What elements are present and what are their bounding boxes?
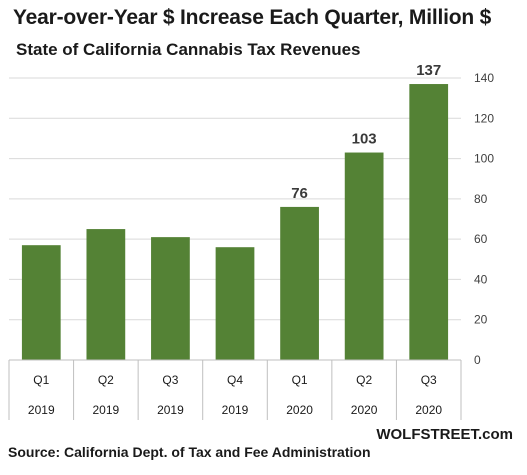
source-note: Source: California Dept. of Tax and Fee … xyxy=(8,444,371,460)
x-tick-year: 2019 xyxy=(222,403,249,417)
y-tick-label: 40 xyxy=(474,272,488,286)
bar xyxy=(409,84,449,361)
bar xyxy=(151,237,190,360)
bar xyxy=(21,245,61,360)
x-tick-year: 2020 xyxy=(286,403,313,417)
bar xyxy=(86,229,126,360)
bar xyxy=(344,152,384,360)
bar xyxy=(280,206,319,360)
x-tick-year: 2020 xyxy=(351,403,378,417)
x-tick-quarter: Q1 xyxy=(292,373,308,387)
x-tick-quarter: Q4 xyxy=(227,373,243,387)
chart-title: Year-over-Year $ Increase Each Quarter, … xyxy=(13,6,492,29)
x-tick-year: 2019 xyxy=(157,403,184,417)
x-tick-quarter: Q3 xyxy=(162,373,178,387)
chart-subtitle: State of California Cannabis Tax Revenue… xyxy=(16,40,361,59)
x-tick-quarter: Q2 xyxy=(356,373,372,387)
data-label: 137 xyxy=(416,62,441,79)
x-tick-quarter: Q3 xyxy=(421,373,437,387)
brand-credit: WOLFSTREET.com xyxy=(376,426,513,443)
bar xyxy=(215,247,255,360)
y-tick-label: 140 xyxy=(474,71,494,85)
data-label: 76 xyxy=(291,185,308,202)
y-tick-label: 60 xyxy=(474,232,488,246)
x-tick-year: 2019 xyxy=(93,403,120,417)
y-tick-label: 100 xyxy=(474,152,494,166)
y-tick-label: 80 xyxy=(474,192,488,206)
y-tick-label: 20 xyxy=(474,313,488,327)
x-tick-quarter: Q2 xyxy=(98,373,114,387)
x-tick-year: 2020 xyxy=(415,403,442,417)
x-tick-year: 2019 xyxy=(28,403,55,417)
y-tick-label: 0 xyxy=(474,353,481,367)
data-label: 103 xyxy=(352,131,377,148)
y-tick-label: 120 xyxy=(474,111,494,125)
x-tick-quarter: Q1 xyxy=(33,373,49,387)
